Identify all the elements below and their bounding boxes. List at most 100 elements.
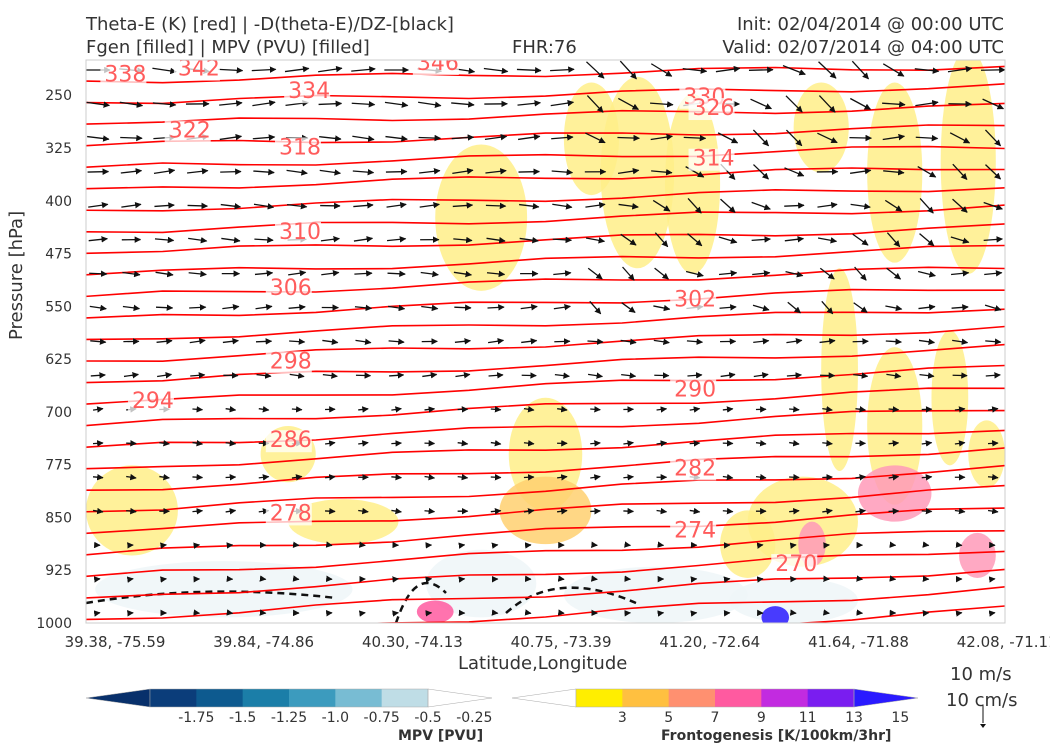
wind-vector [785, 95, 803, 113]
mpv-colorbar-label: MPV [PVU] [398, 728, 484, 744]
wind-vector [723, 576, 731, 583]
y-axis-ticks: 250 325 400 475 550 625 700 775 850 925 1000 [36, 88, 72, 632]
wind-vector [225, 508, 237, 515]
wind-vector [687, 372, 703, 379]
wind-vector [490, 473, 502, 481]
wind-vector [789, 508, 800, 515]
wind-vector [656, 507, 668, 515]
wind-vector [225, 439, 237, 447]
theta-e-label: 274 [674, 518, 716, 543]
y-tick-label: 700 [45, 405, 72, 421]
title-line-1: Theta-E (K) [red] | -D(theta-E)/DZ-[blac… [86, 14, 454, 35]
wind-vector [218, 67, 244, 74]
wind-vector [188, 270, 207, 278]
theta-e-label: 294 [132, 389, 174, 414]
wind-vector [849, 134, 872, 142]
wind-vector [457, 439, 469, 447]
wind-vector [424, 406, 436, 413]
wind-vector [93, 610, 101, 617]
theta-e-label: 334 [288, 79, 330, 104]
wind-vector [88, 236, 108, 243]
wind-vector [455, 372, 471, 379]
wind-vector [420, 270, 439, 278]
theta-e-label: 322 [169, 119, 211, 144]
wind-vector [187, 202, 208, 210]
wind-vector [126, 576, 134, 583]
fgen-colorbar-tick: 13 [845, 710, 863, 726]
wind-vector [817, 237, 838, 244]
wind-vector [917, 270, 936, 278]
theta-e-label: 302 [674, 287, 716, 312]
wind-vector [817, 201, 838, 209]
wind-vector [756, 542, 764, 549]
fgen-colorbar-extend-right [853, 688, 919, 708]
wind-vector [92, 406, 104, 413]
wind-vector [453, 270, 472, 278]
mpv-colorbar-tick: -0.25 [456, 710, 492, 726]
wind-vector [988, 610, 996, 617]
mpv-colorbar-tick: -0.5 [414, 710, 441, 726]
wind-vector [650, 133, 673, 141]
wind-vector [789, 542, 797, 549]
wind-vector [353, 235, 374, 243]
wind-vector [252, 99, 276, 107]
wind-vector [888, 406, 900, 413]
theta-e-line [86, 288, 1005, 319]
wind-vector [557, 406, 568, 413]
mpv-colorbar-extend-left [85, 688, 151, 708]
wind-vector [189, 304, 207, 311]
wind-vector [590, 474, 601, 481]
wind-vector [557, 575, 565, 582]
wind-vector [683, 134, 707, 142]
wind-vector [650, 63, 673, 77]
wind-vector [324, 440, 336, 447]
theta-e-line [86, 308, 1005, 341]
wind-vector [917, 165, 937, 178]
wind-vector [288, 269, 307, 277]
wind-vector [453, 236, 473, 244]
wind-vector [355, 338, 372, 345]
wind-vector [154, 202, 175, 209]
wind-vector [521, 338, 538, 345]
wind-vector [850, 203, 871, 210]
wind-vector [419, 168, 441, 175]
theta-e-line [86, 167, 1005, 190]
wind-vector [817, 132, 838, 144]
wind-vector [324, 474, 336, 481]
wind-vector [286, 169, 308, 176]
wind-vector [987, 406, 999, 413]
wind-vector [787, 301, 801, 314]
wind-vector [490, 439, 502, 447]
mpv-colorbar-tick: -1.75 [178, 710, 214, 726]
wind-vector [855, 406, 867, 413]
wind-vector [255, 303, 273, 311]
wind-vector [518, 133, 541, 141]
wind-vector [685, 270, 704, 278]
wind-vector [156, 338, 173, 345]
wind-vector [987, 440, 999, 447]
wind-vector [985, 372, 1001, 379]
x-tick-label: 39.38, -75.59 [65, 633, 166, 651]
wind-vector [152, 101, 177, 108]
filled-contours [86, 60, 1005, 623]
wind-vector [385, 135, 408, 142]
wind-vector [954, 507, 966, 515]
wind-vector [351, 101, 376, 108]
wind-vector [623, 507, 635, 515]
wind-vector [425, 576, 433, 583]
wind-vector [753, 338, 770, 345]
wind-vector [452, 202, 474, 209]
wind-vector [819, 338, 836, 345]
wind-vector [189, 338, 206, 345]
wind-vector [718, 270, 738, 277]
wind-vector [252, 134, 276, 141]
wind-vector [886, 232, 901, 248]
vector-key-vertical: 10 cm/s [946, 690, 1018, 711]
wind-vector [751, 236, 771, 243]
wind-vector [424, 473, 436, 481]
theta-e-line [86, 343, 1005, 384]
wind-vector [419, 201, 440, 209]
wind-vector [821, 300, 834, 315]
wind-vector [192, 406, 204, 413]
x-tick-label: 40.75, -73.39 [511, 633, 612, 651]
